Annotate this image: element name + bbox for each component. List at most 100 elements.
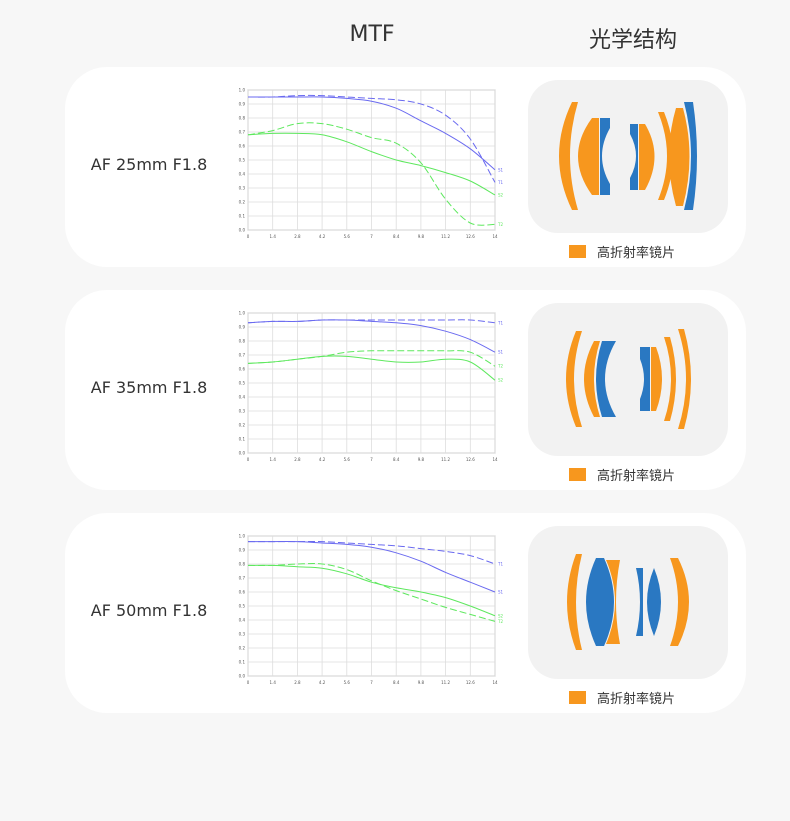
y-tick-label: 0.2: [239, 200, 246, 205]
y-tick-label: 0.9: [239, 102, 246, 107]
lens-element: [559, 102, 578, 210]
series-line-t2: [247, 563, 496, 622]
y-tick-label: 0.1: [239, 214, 246, 219]
series-line-s2: [247, 132, 496, 196]
y-tick-label: 0.5: [239, 158, 246, 163]
series-label: S1: [498, 167, 504, 172]
y-tick-label: 0.3: [239, 409, 246, 414]
x-tick-label: 7: [370, 457, 373, 462]
y-tick-label: 0.3: [239, 186, 246, 191]
y-tick-label: 0.8: [239, 116, 246, 121]
y-tick-label: 0.1: [239, 660, 246, 665]
lens-element: [630, 124, 638, 190]
legend-label: 高折射率镜片: [597, 692, 676, 707]
x-tick-label: 7: [370, 680, 373, 685]
legend: 高折射率镜片: [569, 465, 675, 484]
y-tick-label: 0.9: [239, 325, 246, 330]
x-tick-label: 12.6: [466, 680, 475, 685]
x-tick-label: 14: [492, 457, 498, 462]
series-label: S2: [498, 613, 504, 618]
x-tick-label: 9.8: [418, 234, 425, 239]
lens-element: [640, 347, 650, 411]
lens-structure-diagram: [528, 80, 728, 233]
lens-element: [578, 118, 599, 195]
x-tick-label: 4.2: [319, 680, 326, 685]
series-label: T1: [497, 180, 503, 185]
x-tick-label: 2.8: [294, 680, 301, 685]
x-tick-label: 4.2: [319, 457, 326, 462]
lens-element: [586, 558, 614, 646]
series-label: T2: [497, 222, 503, 227]
lens-name: AF 35mm F1.8: [90, 378, 208, 397]
lens-elements: [567, 554, 689, 650]
lens-element: [651, 347, 662, 411]
y-tick-label: 0.2: [239, 423, 246, 428]
lens-element: [636, 568, 643, 636]
y-tick-label: 1.0: [239, 534, 246, 539]
lens-element: [678, 329, 691, 429]
y-tick-label: 0.4: [239, 395, 246, 400]
x-tick-label: 9.8: [418, 680, 425, 685]
x-tick-label: 11.2: [441, 234, 450, 239]
y-tick-label: 0.6: [239, 144, 246, 149]
series-line-t1: [247, 94, 496, 183]
series-label: S2: [498, 378, 504, 383]
x-tick-label: 8.4: [393, 234, 400, 239]
x-tick-label: 14: [492, 680, 498, 685]
lens-elements: [566, 329, 691, 429]
lens-element: [606, 560, 620, 644]
series-label: S2: [498, 193, 504, 198]
legend-label: 高折射率镜片: [597, 246, 676, 261]
x-tick-label: 11.2: [441, 680, 450, 685]
series-label: T2: [497, 364, 503, 369]
y-tick-label: 0.8: [239, 562, 246, 567]
series-line-s1: [247, 540, 496, 593]
lens-elements: [559, 102, 697, 210]
y-tick-label: 0.7: [239, 353, 246, 358]
structure-header: 光学结构: [588, 28, 678, 53]
y-tick-label: 0.1: [239, 437, 246, 442]
series-label: T2: [497, 619, 503, 624]
lens-element: [566, 331, 582, 427]
y-tick-label: 0.0: [239, 451, 246, 456]
legend-swatch: [569, 691, 586, 704]
y-tick-label: 0.2: [239, 646, 246, 651]
lens-card-35mm: AF 35mm F1.8 0.0 0.1 0.2 0.3 0.4 0.5 0.6 0.7 0.8…: [65, 290, 746, 490]
series-label: S1: [498, 590, 504, 595]
x-tick-label: 0: [247, 680, 250, 685]
x-tick-label: 8.4: [393, 457, 400, 462]
legend: 高折射率镜片: [569, 688, 675, 707]
x-tick-label: 1.4: [270, 234, 277, 239]
lens-element: [669, 108, 690, 206]
series-line-s2: [247, 355, 496, 381]
lens-structure-diagram: [528, 303, 728, 456]
x-tick-label: 9.8: [418, 457, 425, 462]
lens-card-50mm: AF 50mm F1.8 0.0 0.1 0.2 0.3 0.4 0.5 0.6 0.7 0.8…: [65, 513, 746, 713]
series-line-t2: [247, 122, 496, 226]
legend-swatch: [569, 468, 586, 481]
lens-element: [584, 341, 600, 417]
series-line-s1: [247, 96, 496, 171]
y-tick-label: 0.0: [239, 228, 246, 233]
lens-card-25mm: AF 25mm F1.8 0.0 0.1 0.2 0.3 0.4 0.5 0.6 0.7 0.8…: [65, 67, 746, 267]
series-label: T1: [497, 562, 503, 567]
lens-element: [684, 102, 697, 210]
y-tick-label: 0.5: [239, 604, 246, 609]
lens-name: AF 50mm F1.8: [90, 601, 208, 620]
x-tick-label: 5.6: [344, 457, 351, 462]
y-tick-label: 0.0: [239, 674, 246, 679]
lens-element: [596, 341, 616, 417]
x-tick-label: 1.4: [270, 457, 277, 462]
y-tick-label: 1.0: [239, 88, 246, 93]
y-tick-label: 0.7: [239, 576, 246, 581]
x-tick-label: 4.2: [319, 234, 326, 239]
series-line-s2: [247, 564, 496, 617]
x-tick-label: 1.4: [270, 680, 277, 685]
y-tick-label: 0.4: [239, 618, 246, 623]
x-tick-label: 2.8: [294, 234, 301, 239]
y-tick-label: 0.8: [239, 339, 246, 344]
y-tick-label: 0.6: [239, 590, 246, 595]
x-tick-label: 0: [247, 234, 250, 239]
series-label: T1: [497, 320, 503, 325]
